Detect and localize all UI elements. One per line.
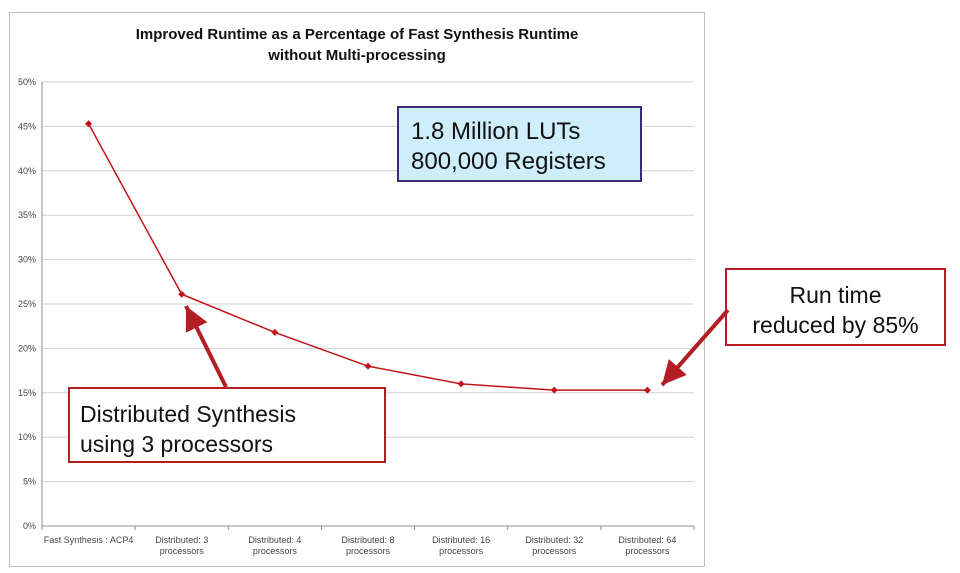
x-tick-label: Distributed: 8 [341, 535, 394, 545]
y-tick-label: 0% [23, 521, 36, 531]
y-tick-label: 10% [18, 432, 36, 442]
data-point-marker [178, 290, 186, 298]
y-tick-label: 15% [18, 388, 36, 398]
y-tick-label: 20% [18, 343, 36, 353]
y-tick-label: 50% [18, 77, 36, 87]
x-tick-label: processors [346, 546, 391, 556]
y-tick-label: 25% [18, 299, 36, 309]
distributed-line-2: using 3 processors [80, 431, 274, 457]
x-tick-label: processors [160, 546, 205, 556]
runtime-line-1: Run time [789, 282, 882, 308]
x-tick-label: processors [532, 546, 577, 556]
y-tick-label: 40% [18, 166, 36, 176]
distributed-line-1: Distributed Synthesis [80, 401, 297, 427]
chart-title-line-1: Improved Runtime as a Percentage of Fast… [136, 26, 579, 43]
data-point-marker [643, 386, 651, 394]
x-tick-label: Distributed: 32 [525, 535, 583, 545]
chart-frame [9, 12, 705, 567]
x-tick-label: Fast Synthesis : ACP4 [44, 535, 134, 545]
luts-annotation-box: 1.8 Million LUTs 800,000 Registers [397, 106, 642, 182]
x-tick-label: Distributed: 3 [155, 535, 208, 545]
data-point-marker [550, 386, 558, 394]
y-tick-label: 45% [18, 121, 36, 131]
x-tick-label: Distributed: 4 [248, 535, 301, 545]
runtime-line-2: reduced by 85% [752, 312, 919, 338]
x-tick-label: Distributed: 16 [432, 535, 490, 545]
registers-text: 800,000 Registers [411, 148, 606, 175]
distributed-annotation-box: Distributed Synthesis using 3 processors [68, 387, 386, 463]
x-tick-label: Distributed: 64 [618, 535, 676, 545]
data-point-marker [364, 362, 372, 370]
data-point-marker [271, 328, 279, 336]
chart-title-line-2: without Multi-processing [267, 47, 446, 64]
luts-text: 1.8 Million LUTs [411, 118, 581, 145]
x-tick-label: processors [439, 546, 484, 556]
runtime-annotation-box: Run time reduced by 85% [725, 268, 946, 346]
y-tick-label: 5% [23, 477, 36, 487]
x-tick-label: processors [625, 546, 670, 556]
data-point-marker [85, 120, 93, 128]
y-tick-label: 30% [18, 255, 36, 265]
y-tick-label: 35% [18, 210, 36, 220]
x-tick-label: processors [253, 546, 298, 556]
data-point-marker [457, 380, 465, 388]
